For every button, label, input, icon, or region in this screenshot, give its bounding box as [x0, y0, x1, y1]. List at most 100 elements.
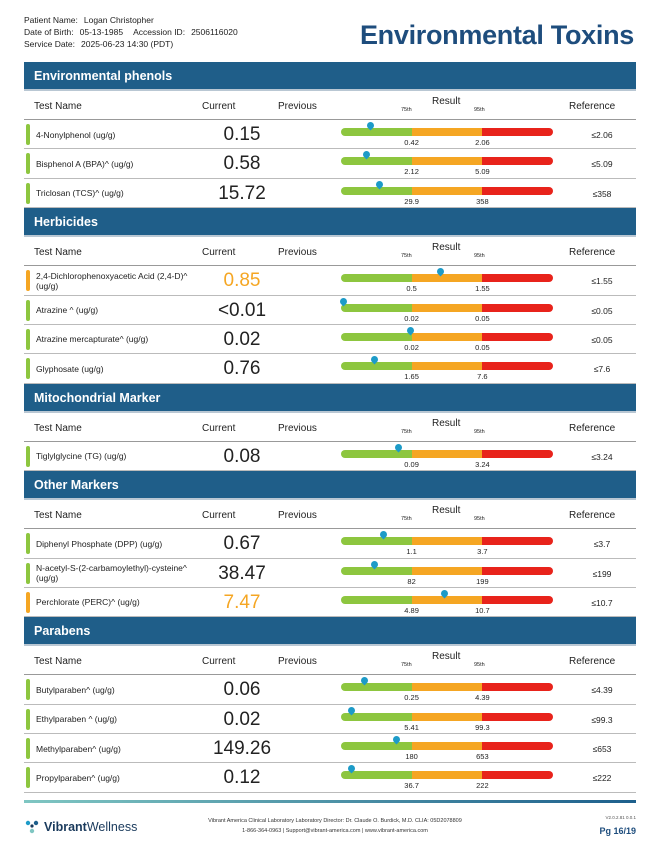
result-bar: 5.41 99.3	[341, 705, 553, 732]
reference-value: ≤1.55	[591, 276, 613, 287]
reference-value: ≤4.39	[591, 685, 613, 696]
reference-value: ≤358	[592, 188, 612, 199]
status-indicator	[26, 738, 30, 760]
threshold-75th: 0.42	[404, 138, 419, 147]
footer-line2: 1-866-364-0963 | Support@vibrant-america…	[242, 828, 428, 834]
col-95th-label: 95th	[474, 107, 485, 113]
bar-high-segment	[482, 303, 553, 312]
bar-normal-segment	[341, 537, 412, 546]
result-bar: 36.7 222	[341, 764, 553, 790]
result-bar: 0.25 4.39	[341, 675, 553, 702]
bar-high-segment	[482, 186, 553, 195]
reference-value: ≤5.09	[591, 159, 613, 170]
page-title: Environmental Toxins	[359, 20, 634, 50]
threshold-75th: 0.5	[406, 284, 417, 294]
bar-moderate-segment	[411, 712, 483, 721]
reference-value: ≤222	[592, 773, 612, 784]
threshold-95th: 5.09	[475, 167, 490, 177]
col-result: Result	[432, 96, 461, 107]
footer-line1: Vibrant America Clinical Laboratory Labo…	[208, 818, 462, 824]
col-reference: Reference	[569, 510, 616, 522]
bar-normal-segment	[341, 128, 412, 136]
accession-label: Accession ID:	[133, 27, 186, 37]
table-row: Bisphenol A (BPA)^ (ug/g) 0.58 2.12 5.09 ≤5.…	[24, 149, 636, 179]
threshold-95th: 3.7	[477, 547, 488, 557]
bar-moderate-segment	[411, 537, 483, 546]
threshold-95th: 7.6	[477, 372, 488, 382]
patient-name-label: Patient Name:	[24, 15, 78, 25]
result-bar: 2.12 5.09	[341, 149, 553, 176]
status-indicator	[26, 124, 30, 145]
bar-high-segment	[482, 449, 553, 458]
bar-moderate-segment	[411, 595, 483, 604]
col-previous: Previous	[278, 422, 317, 434]
threshold-75th: 5.41	[404, 722, 419, 732]
patient-name: Logan Christopher	[83, 15, 154, 25]
col-75th-label: 75th	[401, 253, 412, 260]
result-bar: 0.02 0.05	[338, 296, 553, 323]
table-row: Ethylparaben ^ (ug/g) 0.02 5.41 99.3 ≤99.3	[24, 705, 636, 735]
current-value: 0.02	[223, 708, 261, 730]
bar-moderate-segment	[411, 683, 483, 692]
col-test-name: Test Name	[34, 422, 82, 434]
service-date-label: Service Date:	[24, 39, 76, 49]
test-name: Propylparaben^ (ug/g)	[36, 772, 120, 783]
threshold-75th: 0.02	[404, 342, 419, 352]
results-table: Environmental phenols Test Name Current Pre…	[24, 62, 636, 793]
section-header: Environmental phenols	[24, 62, 636, 91]
brand-name-b: Wellness	[86, 820, 138, 834]
bar-normal-segment	[341, 595, 412, 604]
bar-high-segment	[482, 742, 553, 751]
threshold-95th: 3.24	[475, 459, 490, 469]
result-bar: 0.42 2.06	[341, 120, 553, 147]
threshold-75th: 2.12	[404, 167, 419, 177]
threshold-95th: 0.05	[475, 342, 490, 352]
bar-high-segment	[482, 595, 553, 604]
current-value: 0.67	[223, 533, 261, 555]
status-indicator	[26, 270, 30, 292]
section-header: Mitochondrial Marker	[24, 383, 636, 413]
bar-normal-segment	[341, 186, 412, 195]
threshold-95th: 653	[476, 752, 489, 762]
col-previous: Previous	[278, 656, 317, 668]
bar-high-segment	[482, 332, 553, 341]
status-indicator	[26, 358, 30, 380]
current-value: 0.12	[223, 767, 261, 789]
test-name: Bisphenol A (BPA)^ (ug/g)	[36, 158, 134, 169]
bar-normal-segment	[341, 449, 412, 458]
column-header-row: Test Name Current Previous Result Reference 7…	[24, 646, 636, 676]
threshold-95th: 1.55	[475, 284, 490, 294]
threshold-95th: 222	[476, 781, 489, 791]
status-indicator	[26, 562, 30, 584]
vibrant-logo-icon	[25, 820, 39, 834]
current-value: 0.06	[223, 679, 261, 701]
test-name: 2,4-Dichlorophenoxyacetic Acid (2,4-D)^ …	[36, 270, 188, 291]
test-name: Atrazine mercapturate^ (ug/g)	[36, 334, 149, 345]
col-result: Result	[432, 417, 461, 429]
status-indicator	[26, 679, 30, 701]
column-header-row: Test Name Current Previous Result Reference 7…	[24, 237, 636, 267]
result-bar: 0.5 1.55	[341, 266, 553, 293]
threshold-95th: 99.3	[475, 722, 490, 732]
current-value: 0.02	[223, 328, 261, 350]
bar-moderate-segment	[411, 157, 483, 166]
current-value: 38.47	[218, 562, 266, 584]
bar-normal-segment	[341, 303, 412, 312]
status-indicator	[26, 328, 30, 350]
reference-value: ≤7.6	[593, 364, 611, 375]
current-value: 0.76	[223, 358, 261, 380]
col-reference: Reference	[569, 422, 616, 434]
column-header-row: Test Name Current Previous Result Reference 7…	[24, 91, 636, 120]
col-result: Result	[432, 505, 461, 517]
current-value: 0.15	[223, 124, 261, 145]
result-bar: 0.02 0.05	[341, 325, 553, 352]
bar-normal-segment	[341, 742, 412, 751]
brand-name-a: Vibrant	[44, 820, 87, 834]
threshold-75th: 29.9	[404, 196, 419, 206]
table-row: Tiglylglycine (TG) (ug/g) 0.08 0.09 3.24 ≤3.…	[24, 442, 636, 472]
bar-moderate-segment	[411, 742, 483, 751]
bar-normal-segment	[341, 771, 412, 780]
table-row: Perchlorate (PERC)^ (ug/g) 7.47 4.89 10.7 ≤1…	[24, 588, 636, 618]
result-bar: 1.1 3.7	[341, 529, 553, 556]
bar-high-segment	[482, 712, 553, 721]
